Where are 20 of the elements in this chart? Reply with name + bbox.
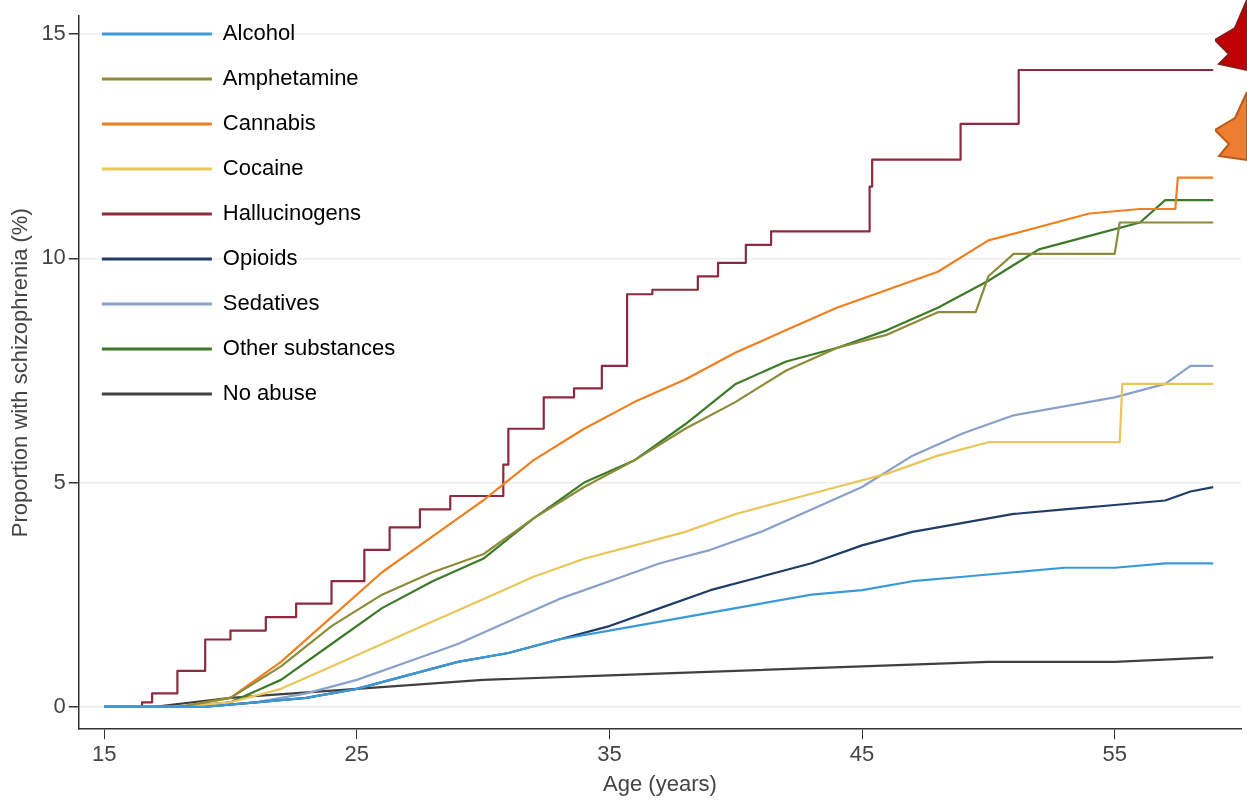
- y-tick-label: 15: [41, 20, 66, 46]
- x-tick-label: 45: [849, 741, 875, 767]
- x-tick-label: 55: [1102, 741, 1127, 767]
- y-axis-title: Proportion with schizophrenia (%): [7, 208, 33, 538]
- legend-label: Other substances: [222, 335, 396, 361]
- legend-label: Amphetamine: [222, 65, 359, 91]
- y-tick-label: 0: [53, 692, 66, 718]
- x-axis-title: Age (years): [603, 770, 717, 796]
- x-tick-label: 15: [91, 741, 117, 767]
- legend-label: No abuse: [222, 380, 318, 406]
- y-tick-label: 10: [41, 244, 66, 270]
- legend-label: Cannabis: [222, 110, 316, 136]
- legend-label: Alcohol: [222, 20, 296, 46]
- x-tick-label: 35: [597, 741, 622, 767]
- legend-label: Sedatives: [222, 290, 320, 316]
- legend-label: Opioids: [222, 245, 298, 271]
- x-tick-label: 25: [344, 741, 370, 767]
- legend-label: Hallucinogens: [222, 200, 362, 226]
- legend-label: Cocaine: [222, 155, 304, 181]
- y-tick-label: 5: [53, 468, 66, 494]
